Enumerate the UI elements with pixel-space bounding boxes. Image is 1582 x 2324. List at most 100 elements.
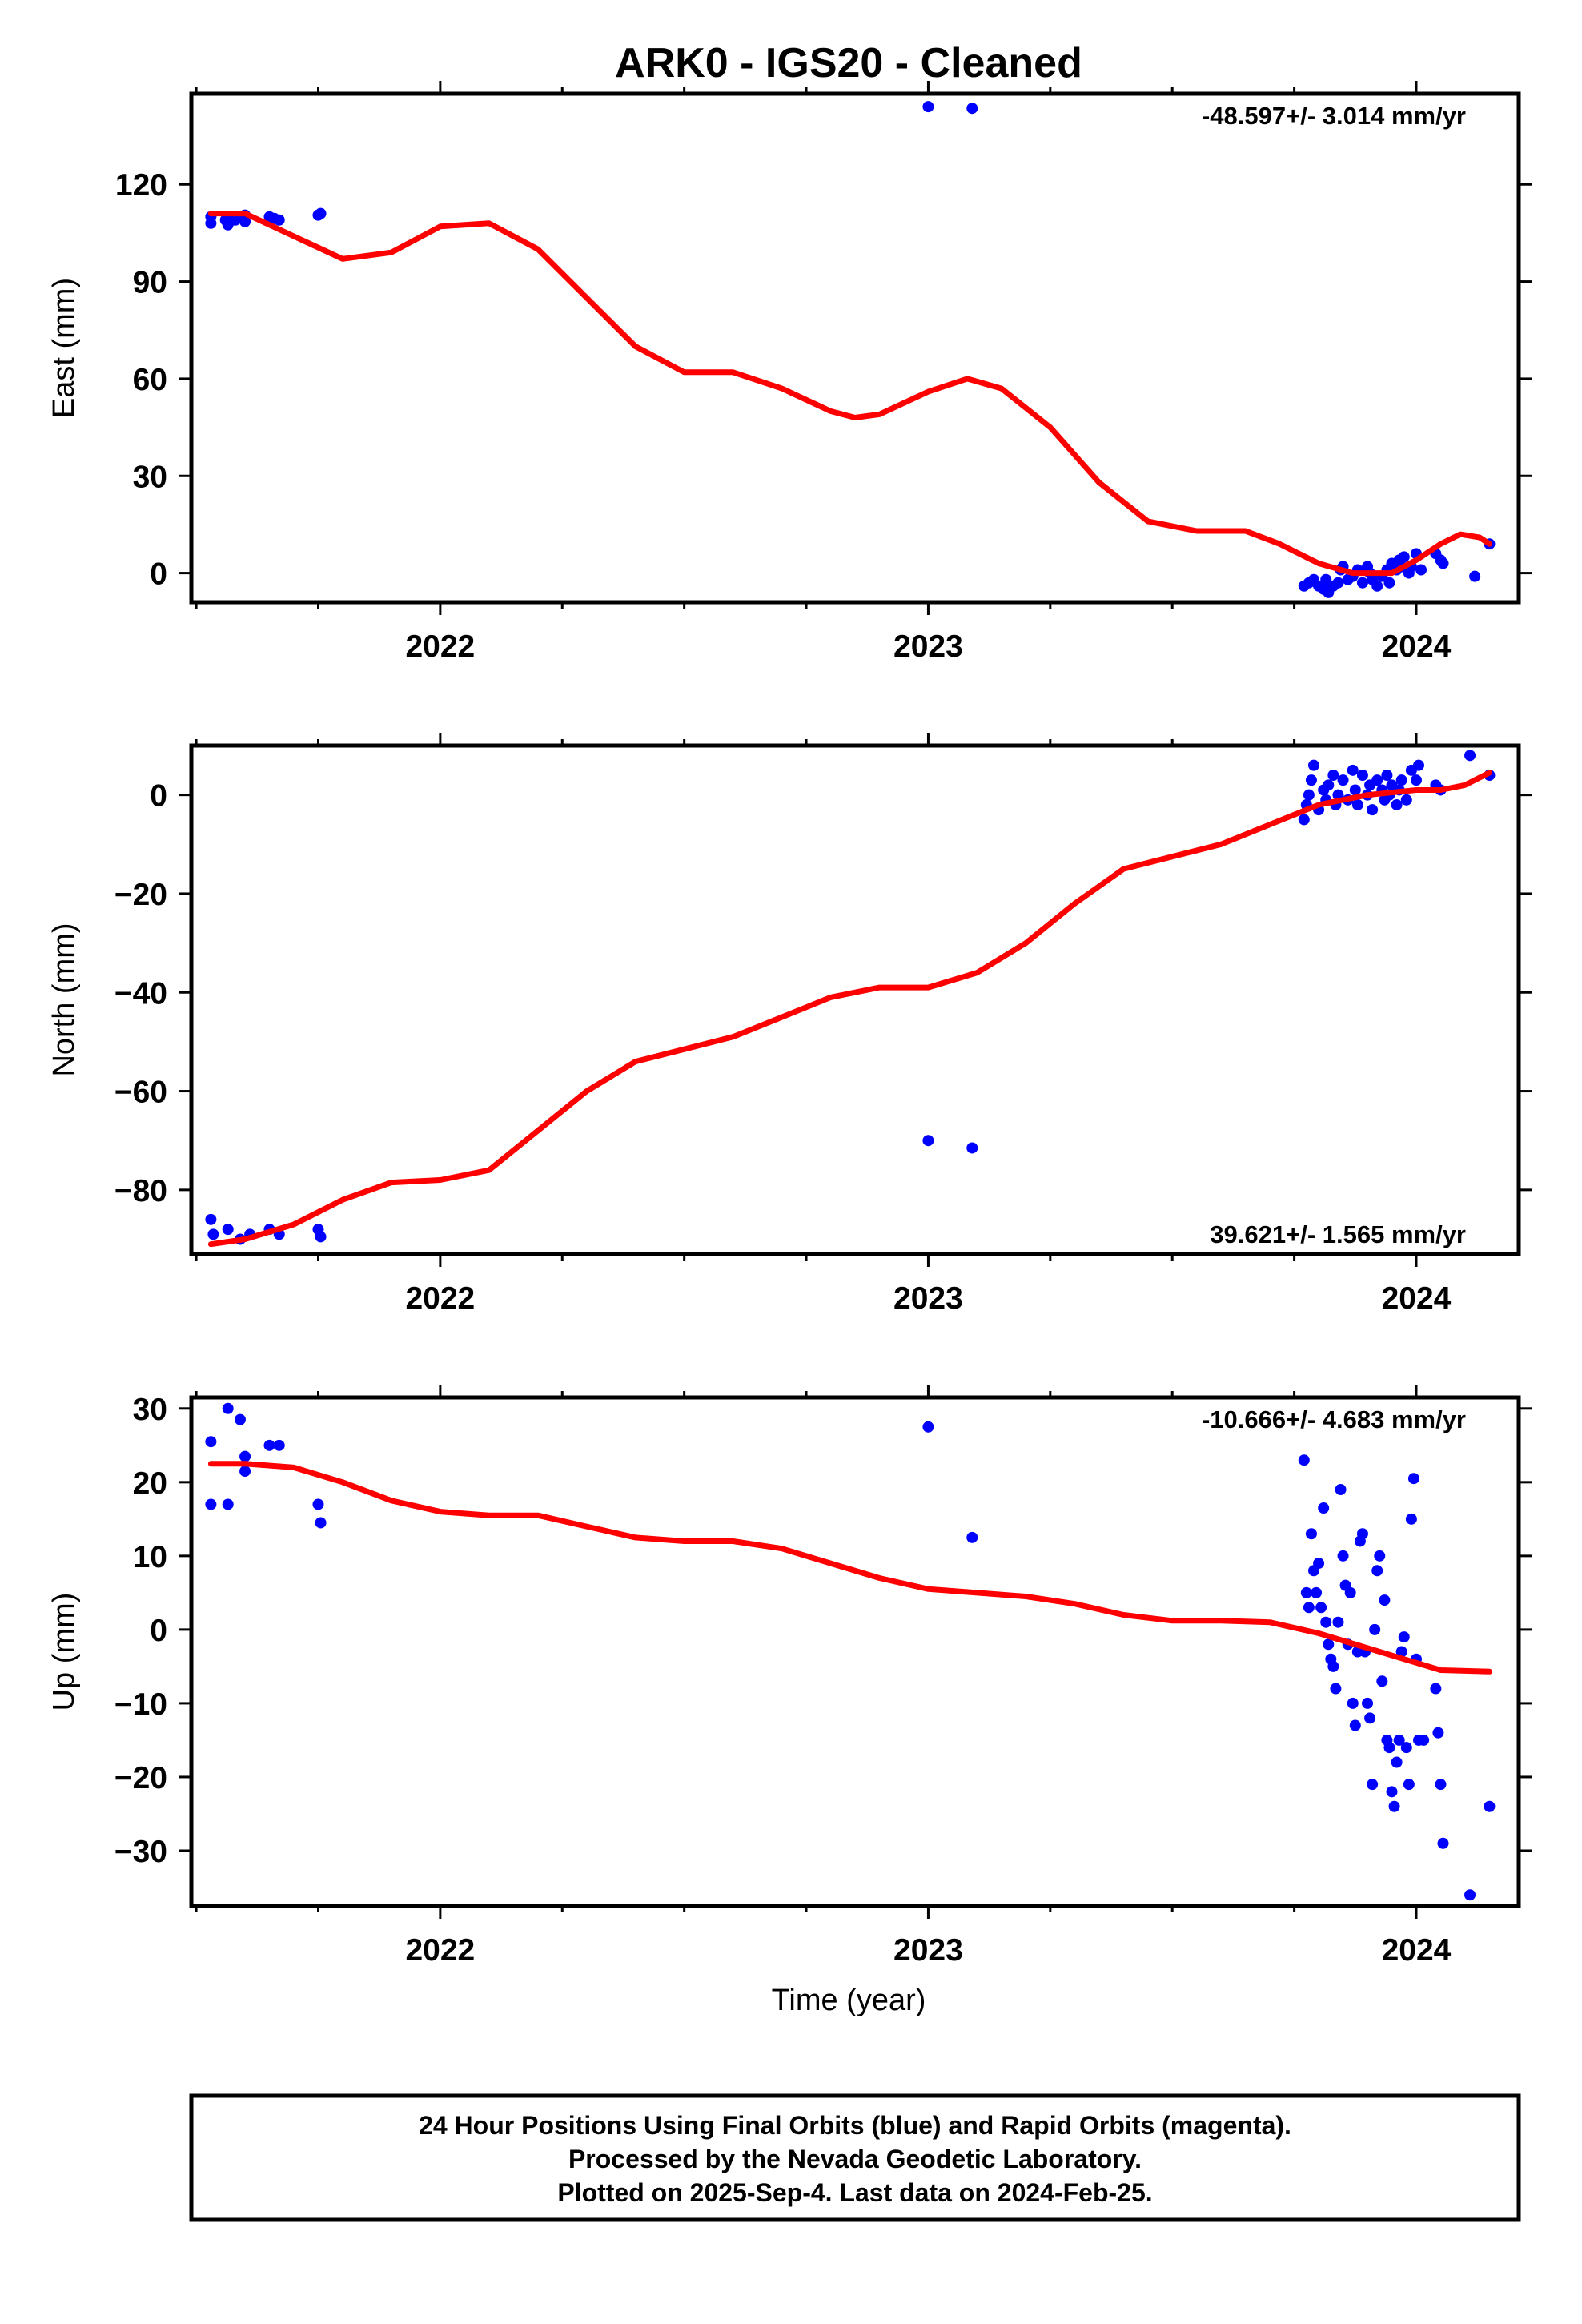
data-point xyxy=(1330,1683,1342,1695)
data-point xyxy=(1298,814,1310,826)
data-point xyxy=(1430,1683,1442,1695)
data-point xyxy=(1437,1837,1449,1849)
data-point xyxy=(1379,1594,1391,1606)
data-point xyxy=(1371,774,1383,786)
data-point xyxy=(1300,1586,1312,1598)
y-tick-label: 30 xyxy=(133,460,167,494)
data-point xyxy=(1337,774,1349,786)
y-tick-label: 90 xyxy=(133,266,167,300)
data-point xyxy=(1386,1786,1398,1798)
data-point xyxy=(1305,1528,1317,1540)
data-point xyxy=(315,207,327,219)
model-fit-line xyxy=(207,1461,1492,1675)
data-point xyxy=(1398,1631,1410,1643)
data-point xyxy=(1303,1602,1315,1614)
north-panel: 2022 2023 2024 −80 −60 −40 −20 0 39.621+/- 1.565… xyxy=(47,733,1532,1316)
footer-line-1: 24 Hour Positions Using Final Orbits (bl… xyxy=(419,2111,1291,2140)
y-tick-label: −20 xyxy=(114,1761,167,1795)
data-point xyxy=(1305,774,1317,786)
y-tick-label: −40 xyxy=(114,976,167,1011)
y-axis-label: Up (mm) xyxy=(47,1593,81,1711)
data-point xyxy=(222,1498,234,1510)
data-point xyxy=(315,1517,327,1529)
data-point xyxy=(1298,1454,1310,1466)
figure-title: ARK0 - IGS20 - Cleaned xyxy=(615,40,1082,86)
data-point xyxy=(1435,1779,1447,1791)
data-point xyxy=(205,1498,217,1510)
east-panel: 2022 2023 2024 0 30 60 90 120 -48.597+/- 3.014 m… xyxy=(47,81,1532,664)
data-point xyxy=(1484,1800,1496,1812)
data-point xyxy=(1351,798,1363,810)
data-point xyxy=(1356,1528,1368,1540)
data-point xyxy=(922,1421,934,1433)
data-point xyxy=(1371,580,1383,592)
data-point xyxy=(1367,804,1379,816)
y-tick-label: 20 xyxy=(133,1466,167,1501)
y-tick-label: 0 xyxy=(150,1614,167,1648)
x-tick-label: 2022 xyxy=(405,1281,475,1316)
data-point xyxy=(1327,1660,1339,1672)
y-axis-label: East (mm) xyxy=(47,278,81,418)
data-point xyxy=(1381,769,1393,781)
data-point xyxy=(1374,1550,1386,1562)
data-point xyxy=(1415,564,1427,576)
x-tick-label: 2022 xyxy=(405,1933,475,1968)
data-point xyxy=(1364,1712,1376,1724)
data-point xyxy=(1320,573,1332,585)
data-point xyxy=(1418,1734,1430,1746)
data-point xyxy=(1469,570,1481,582)
data-point xyxy=(1391,798,1403,810)
data-point xyxy=(1400,1742,1412,1754)
data-point xyxy=(1391,1756,1403,1768)
data-point xyxy=(1369,1623,1381,1635)
data-point xyxy=(229,214,241,226)
x-tick-label: 2023 xyxy=(893,629,963,664)
data-point xyxy=(205,1213,217,1225)
data-point xyxy=(1344,1586,1356,1598)
plot-area xyxy=(205,101,1496,598)
data-point xyxy=(922,1135,934,1147)
x-tick-label: 2023 xyxy=(893,1933,963,1968)
data-point xyxy=(1464,1889,1476,1901)
data-point xyxy=(1437,557,1449,569)
data-point xyxy=(966,103,978,115)
data-point xyxy=(207,1228,219,1240)
data-point xyxy=(1332,1616,1344,1628)
y-tick-label: −20 xyxy=(114,878,167,912)
data-point xyxy=(1303,789,1315,801)
panel-frame xyxy=(189,743,1521,1256)
data-point xyxy=(1400,794,1412,806)
panel-frame xyxy=(189,91,1521,605)
data-point xyxy=(1335,1484,1347,1496)
data-point xyxy=(1320,1616,1332,1628)
data-point xyxy=(273,1439,285,1451)
data-point xyxy=(1349,784,1361,796)
panel-frame xyxy=(189,1395,1521,1908)
data-point xyxy=(1337,1550,1349,1562)
data-point xyxy=(1403,1779,1415,1791)
model-fit-line xyxy=(207,770,1492,1248)
data-point xyxy=(1376,1675,1388,1687)
data-point xyxy=(239,1466,251,1478)
data-point xyxy=(1383,577,1395,589)
up-panel: 2022 2023 2024 −30 −20 −10 0 10 20 30 -10.666+/- 4… xyxy=(47,1385,1532,1968)
data-point xyxy=(1311,1586,1323,1598)
y-axis-label: North (mm) xyxy=(47,923,81,1076)
y-tick-label: 10 xyxy=(133,1540,167,1574)
y-tick-label: −80 xyxy=(114,1174,167,1208)
data-point xyxy=(1464,750,1476,762)
data-point xyxy=(1398,551,1410,563)
data-point xyxy=(1327,769,1339,781)
data-point xyxy=(1395,1646,1407,1658)
data-point xyxy=(1393,1734,1405,1746)
x-tick-label: 2023 xyxy=(893,1281,963,1316)
data-point xyxy=(966,1531,978,1543)
data-point xyxy=(234,1413,246,1425)
data-point xyxy=(1383,1742,1395,1754)
data-point xyxy=(1332,577,1344,589)
footer-line-3: Plotted on 2025-Sep-4. Last data on 2024… xyxy=(557,2178,1152,2207)
footer-box: 24 Hour Positions Using Final Orbits (bl… xyxy=(189,2093,1521,2222)
y-tick-label: 0 xyxy=(150,557,167,592)
data-point xyxy=(205,1436,217,1448)
